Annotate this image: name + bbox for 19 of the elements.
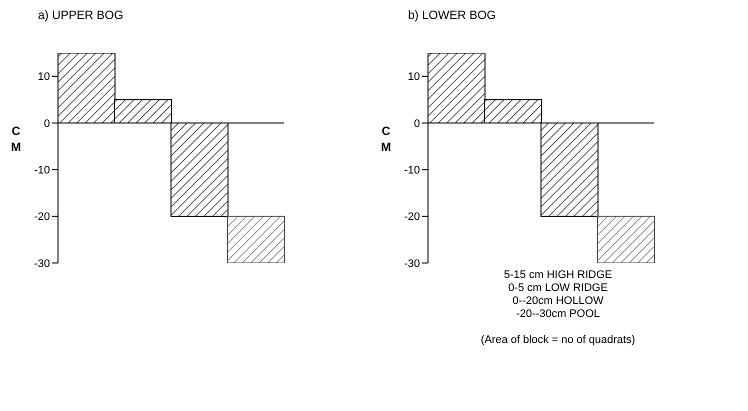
y-tick-label: -20 [34,211,50,224]
y-tick-label: -30 [404,258,420,270]
chart-title: b) LOWER BOG [408,8,498,24]
chart-title: a) UPPER BOG [38,8,124,24]
y-tick-label: -10 [34,164,50,177]
text: -20--30cm POOL [515,308,601,320]
y-tick-label: -10 [404,164,420,177]
y-tick-label: -30 [34,258,50,270]
y-tick-label: 0 [414,118,420,130]
y-axis-title: CM [380,123,392,155]
y-tick-label: -20 [404,211,420,224]
y-axis-title: CM [10,123,22,155]
text: 5-15 cm HIGH RIDGE [502,269,614,281]
y-tick-label: 10 [38,71,50,84]
y-tick-label: 10 [408,71,420,84]
text: 0--20cm HOLLOW [511,295,605,307]
text: (Area of block = no of quadrats) [480,334,636,346]
text: 0-5 cm LOW RIDGE [507,282,609,294]
y-tick-label: 0 [44,118,50,130]
